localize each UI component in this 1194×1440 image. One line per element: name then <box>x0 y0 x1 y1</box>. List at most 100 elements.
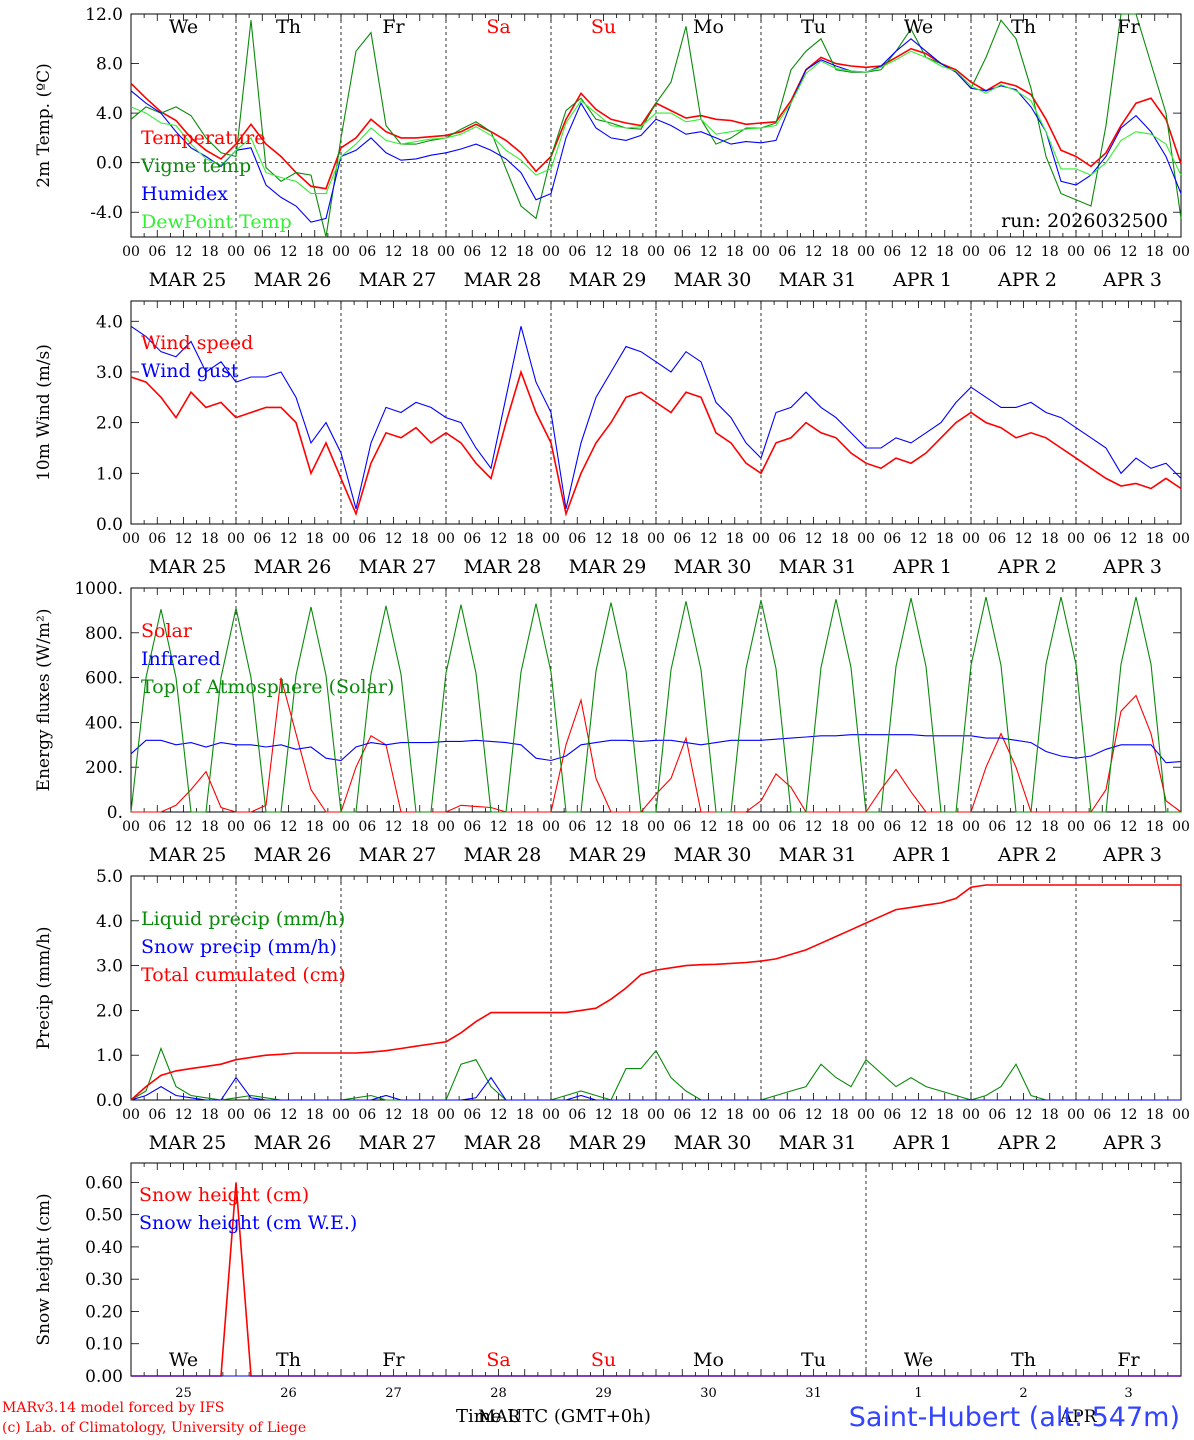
x-hour-label: 12 <box>385 1107 403 1123</box>
series-line-wind-gust <box>130 325 1182 509</box>
x-hour-label: 06 <box>883 819 901 835</box>
x-hour-label: 18 <box>831 819 849 835</box>
x-hour-label: 00 <box>857 244 875 260</box>
x-hour-label: 12 <box>595 531 613 547</box>
y-tick-label: 0.0 <box>96 515 123 535</box>
x-hour-label: 18 <box>831 531 849 547</box>
x-hour-label: 18 <box>306 819 324 835</box>
x-day-label: MAR 31 <box>779 844 857 866</box>
y-tick-label: 5.0 <box>96 867 123 887</box>
series-line-solar <box>131 677 1182 813</box>
x-hour-label: 18 <box>621 819 639 835</box>
x-day-label: MAR 29 <box>569 556 647 578</box>
weekday-label: Fr <box>382 1349 405 1371</box>
y-axis-label: 10m Wind (m/s) <box>34 344 54 481</box>
x-hour-label: 06 <box>253 1107 271 1123</box>
x-hour-label: 18 <box>411 244 429 260</box>
x-hour-label: 18 <box>1146 244 1164 260</box>
x-hour-label: 00 <box>647 1107 665 1123</box>
x-hour-label: 00 <box>332 531 350 547</box>
x-hour-label: 06 <box>358 531 376 547</box>
y-tick-label: 0. <box>107 803 123 823</box>
x-hour-label: 12 <box>280 531 298 547</box>
x-hour-label: 12 <box>175 244 193 260</box>
x-hour-label: 00 <box>962 531 980 547</box>
x-hour-label: 12 <box>805 244 823 260</box>
x-hour-label: 18 <box>1146 531 1164 547</box>
x-hour-label: 00 <box>1172 531 1190 547</box>
x-hour-label: 18 <box>1041 531 1059 547</box>
x-hour-label: 00 <box>752 819 770 835</box>
series-line-top-of-atmosphere-solar- <box>130 596 1181 813</box>
legend-entry: Top of Atmosphere (Solar) <box>141 676 394 698</box>
x-day-label: APR 1 <box>892 556 952 578</box>
x-hour-label: 06 <box>673 244 691 260</box>
x-hour-label: 06 <box>148 531 166 547</box>
x-hour-label: 00 <box>647 531 665 547</box>
x-hour-label: 06 <box>148 1107 166 1123</box>
weekday-label: Mo <box>693 1349 724 1371</box>
x-hour-label: 12 <box>1015 244 1033 260</box>
y-tick-label: 0.0 <box>96 1091 123 1111</box>
x-hour-label: 12 <box>385 531 403 547</box>
y-axis-label: Precip (mm/h) <box>34 926 54 1049</box>
y-tick-label: 0.50 <box>85 1206 123 1226</box>
series-line-snow-precip-mm-h- <box>130 1076 1181 1101</box>
x-hour-label: 00 <box>437 531 455 547</box>
x-hour-label: 00 <box>122 819 140 835</box>
legend-entry: Liquid precip (mm/h) <box>141 908 345 930</box>
x-day-label: MAR 27 <box>359 844 437 866</box>
x-hour-label: 12 <box>1120 531 1138 547</box>
x-hour-label: 12 <box>175 531 193 547</box>
panel-snow: 0.60 0.50 0.40 0.30 0.20 0.10 0.00 Snow height … <box>34 1162 1182 1401</box>
y-tick-label: 0.40 <box>85 1238 123 1258</box>
x-hour-label: 18 <box>726 1107 744 1123</box>
x-hour-label: 00 <box>122 244 140 260</box>
y-tick-label: 400. <box>85 713 123 733</box>
weekday-label: We <box>169 16 198 38</box>
x-day-label: APR 3 <box>1102 556 1162 578</box>
x-day-label: MAR 31 <box>779 1132 857 1154</box>
x-hour-label: 18 <box>726 244 744 260</box>
x-day-label: MAR 30 <box>674 1132 752 1154</box>
x-hour-label: 12 <box>490 819 508 835</box>
model-credit: MARv3.14 model forced by IFS <box>2 1400 225 1416</box>
weekday-label: Mo <box>693 16 724 38</box>
x-hour-label: 12 <box>1015 819 1033 835</box>
x-hour-label: 00 <box>962 244 980 260</box>
x-day-label: MAR 27 <box>359 269 437 291</box>
x-hour-label: 18 <box>306 531 324 547</box>
x-day-label: APR 3 <box>1102 844 1162 866</box>
x-hour-label: 06 <box>988 244 1006 260</box>
x-hour-label: 00 <box>542 531 560 547</box>
legend-entry: Snow height (cm W.E.) <box>139 1212 357 1234</box>
x-hour-label: 18 <box>726 531 744 547</box>
x-hour-label: 18 <box>201 531 219 547</box>
x-day-label: MAR 30 <box>674 269 752 291</box>
x-hour-label: 00 <box>962 1107 980 1123</box>
x-hour-label: 06 <box>1093 531 1111 547</box>
x-day-label: MAR 29 <box>569 269 647 291</box>
x-hour-label: 00 <box>227 531 245 547</box>
x-hour-label: 06 <box>148 819 166 835</box>
x-day-label: MAR 27 <box>359 556 437 578</box>
legend-entry: Snow height (cm) <box>139 1184 309 1206</box>
day-number-label: 30 <box>700 1386 717 1401</box>
weekday-label: Fr <box>1117 16 1140 38</box>
x-hour-label: 00 <box>332 244 350 260</box>
x-day-label: APR 3 <box>1102 1132 1162 1154</box>
x-hour-label: 12 <box>595 1107 613 1123</box>
x-hour-label: 00 <box>1172 1107 1190 1123</box>
day-number-label: 2 <box>1019 1386 1027 1401</box>
x-hour-label: 18 <box>831 1107 849 1123</box>
x-hour-label: 00 <box>1067 1107 1085 1123</box>
x-hour-label: 06 <box>1093 1107 1111 1123</box>
x-hour-label: 12 <box>1015 1107 1033 1123</box>
x-day-label: MAR 28 <box>464 1132 542 1154</box>
x-hour-label: 12 <box>805 1107 823 1123</box>
x-day-label: MAR 31 <box>779 269 857 291</box>
x-hour-label: 00 <box>1172 819 1190 835</box>
x-hour-label: 06 <box>253 531 271 547</box>
weekday-label: Th <box>276 16 301 38</box>
x-hour-label: 12 <box>700 1107 718 1123</box>
